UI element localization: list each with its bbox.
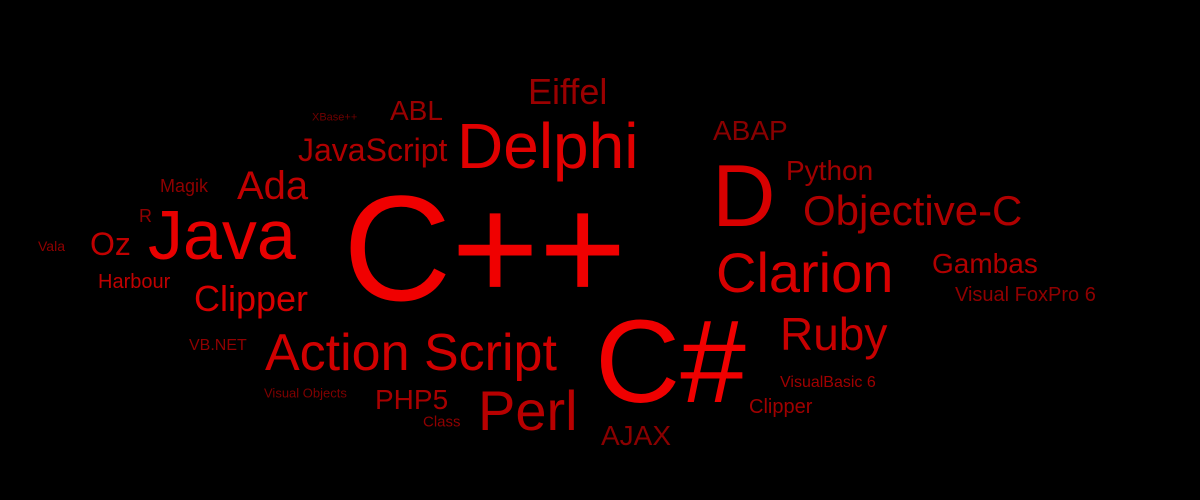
word-vb-net: VB.NET <box>189 337 247 354</box>
word-javascript: JavaScript <box>298 132 448 168</box>
word-action-script: Action Script <box>265 324 557 382</box>
word-r: R <box>139 206 152 226</box>
word-clarion: Clarion <box>716 241 894 304</box>
word-vala: Vala <box>38 238 65 254</box>
word-oz: Oz <box>90 226 131 262</box>
word-objective-c: Objective-C <box>803 187 1023 234</box>
word-clipper-large: Clipper <box>194 278 309 319</box>
word-perl: Perl <box>478 379 578 442</box>
word-delphi: Delphi <box>457 110 639 182</box>
word-abap: ABAP <box>713 115 788 146</box>
word-cpp: C++ <box>343 164 627 332</box>
word-visual-foxpro-6: Visual FoxPro 6 <box>955 284 1096 306</box>
word-php5: PHP5 <box>375 384 449 415</box>
word-java: Java <box>148 196 296 274</box>
word-ruby: Ruby <box>780 308 888 360</box>
word-csharp: C# <box>595 296 746 428</box>
word-visual-objects: Visual Objects <box>264 385 347 401</box>
word-python: Python <box>786 155 874 186</box>
word-harbour: Harbour <box>98 271 171 293</box>
word-ada: Ada <box>237 164 309 208</box>
word-eiffel: Eiffel <box>528 71 608 112</box>
word-gambas: Gambas <box>932 248 1038 279</box>
word-clipper-small: Clipper <box>749 396 813 418</box>
word-abl: ABL <box>390 95 443 126</box>
word-visualbasic-6: VisualBasic 6 <box>780 374 876 391</box>
word-class: Class <box>423 413 461 431</box>
word-magik: Magik <box>160 176 209 196</box>
word-xbase: XBase++ <box>312 111 358 124</box>
word-ajax: AJAX <box>601 420 672 451</box>
word-d: D <box>712 146 776 245</box>
